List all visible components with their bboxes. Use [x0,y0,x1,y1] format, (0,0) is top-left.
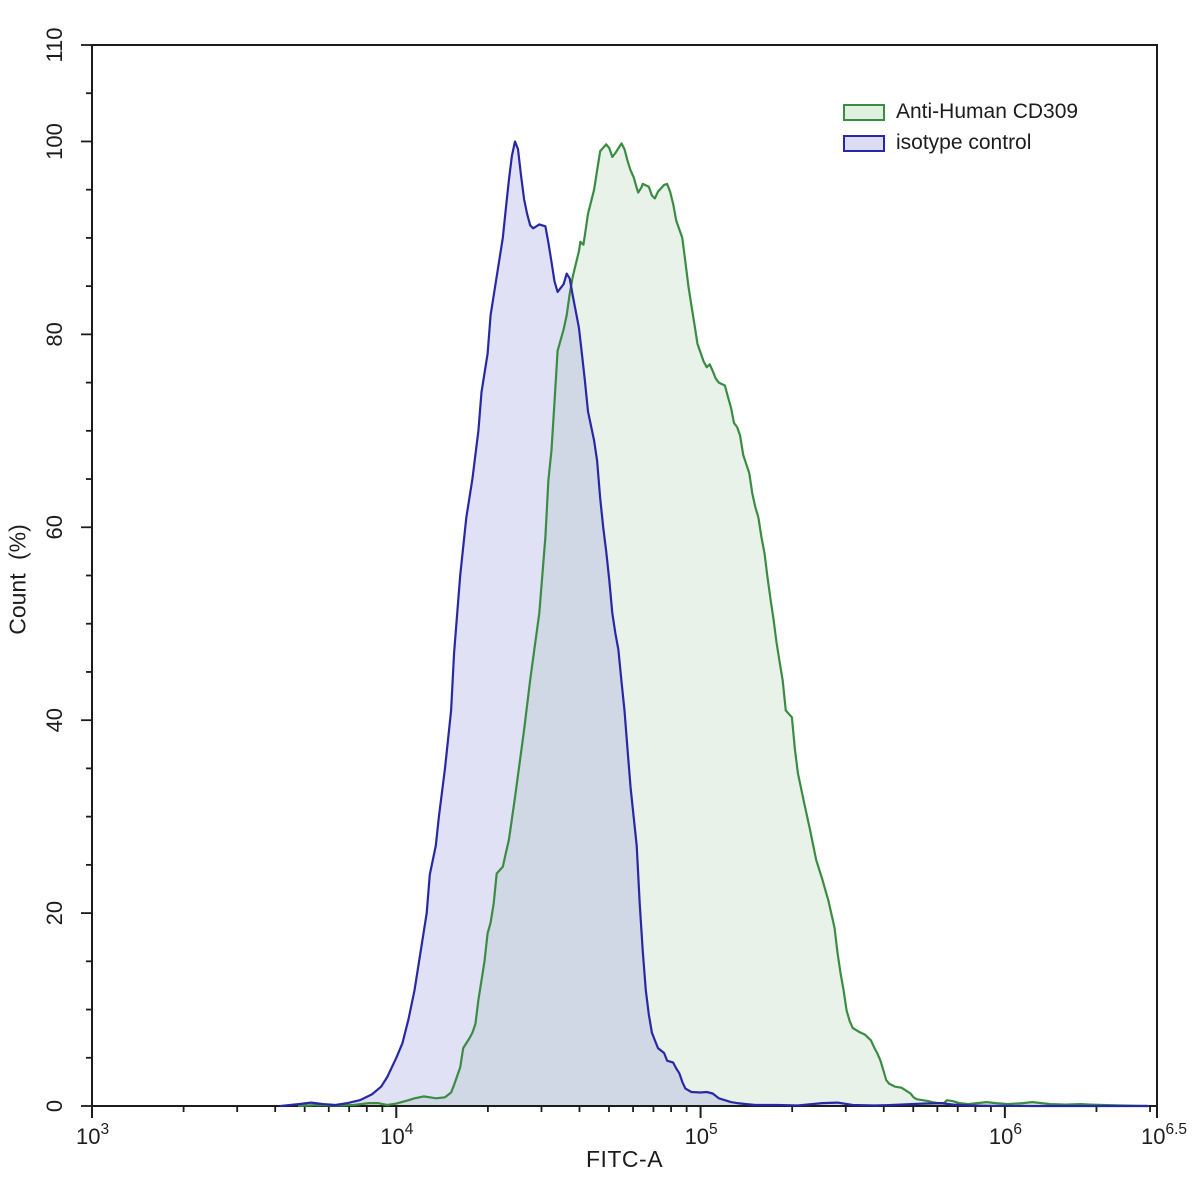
y-tick-label: 60 [42,515,67,539]
x-tick-label: 104 [380,1121,413,1149]
legend-swatch-anti-human-cd309 [843,103,885,121]
y-tick-label: 100 [42,123,67,160]
legend-item: Anti-Human CD309 [843,100,1078,124]
series-line-anti-human-cd309 [297,142,1149,1108]
y-tick-label: 110 [42,27,67,62]
legend-swatch-isotype-control [843,134,885,152]
x-axis-title: FITC-A [585,1146,664,1172]
series-fill-isotype-control [280,141,1148,1106]
legend-item: isotype control [843,131,1078,155]
x-tick-label: 105 [685,1121,718,1149]
y-tick-label: 80 [42,322,67,346]
legend-label: isotype control [896,131,1032,154]
legend: Anti-Human CD309 isotype control [843,100,1078,162]
y-tick-label: 0 [42,1100,67,1112]
legend-label: Anti-Human CD309 [896,100,1079,123]
y-tick-label: 40 [42,708,67,732]
series-line-isotype-control [279,140,1149,1108]
series-fill-anti-human-cd309 [298,143,1148,1106]
x-tick-label: 106.5 [1141,1121,1187,1149]
x-tick-label: 103 [76,1121,109,1149]
y-axis-title: Count (%) [4,524,31,635]
x-tick-label: 106 [989,1121,1022,1149]
y-tick-label: 20 [42,901,67,925]
